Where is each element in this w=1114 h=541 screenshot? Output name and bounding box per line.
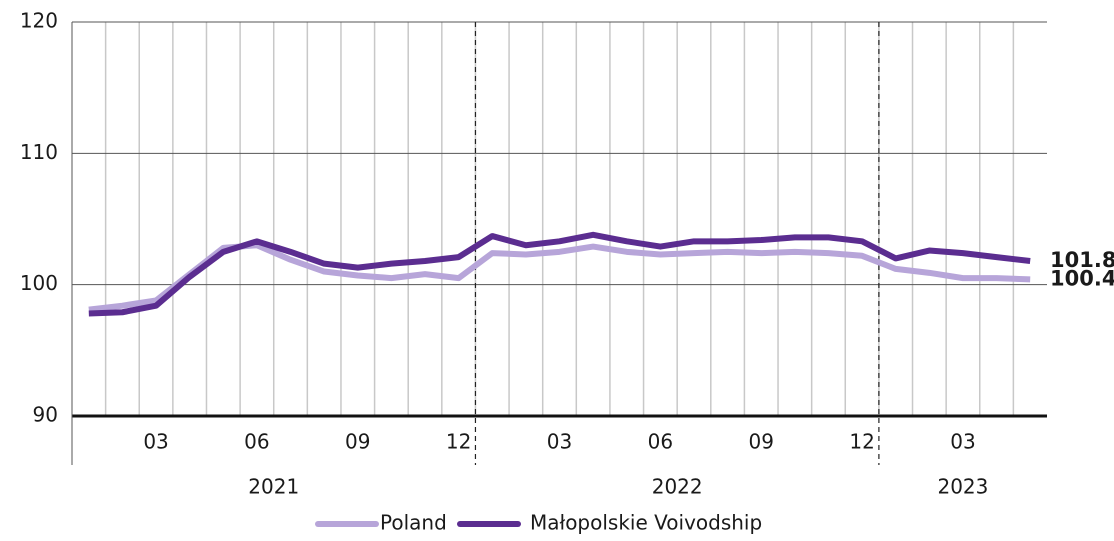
x-tick-label: 09 xyxy=(748,430,773,454)
x-tick-label: 03 xyxy=(547,430,572,454)
end-value-label: 100.4 xyxy=(1050,266,1114,290)
x-tick-label: 09 xyxy=(345,430,370,454)
end-value-label: 101.8 xyxy=(1050,248,1114,272)
y-tick-label: 90 xyxy=(33,403,58,427)
x-tick-label: 03 xyxy=(143,430,168,454)
x-tick-label: 06 xyxy=(648,430,673,454)
legend-label: Poland xyxy=(380,511,447,535)
legend-label: Małopolskie Voivodship xyxy=(530,511,762,535)
y-tick-label: 110 xyxy=(20,140,58,164)
year-label: 2022 xyxy=(652,475,703,499)
y-tick-label: 100 xyxy=(20,271,58,295)
x-tick-label: 06 xyxy=(244,430,269,454)
x-tick-label: 12 xyxy=(446,430,471,454)
y-tick-label: 120 xyxy=(20,9,58,33)
x-tick-label: 03 xyxy=(950,430,975,454)
series-line xyxy=(88,231,1031,317)
year-label: 2021 xyxy=(248,475,299,499)
year-label: 2023 xyxy=(937,475,988,499)
x-tick-label: 12 xyxy=(849,430,874,454)
